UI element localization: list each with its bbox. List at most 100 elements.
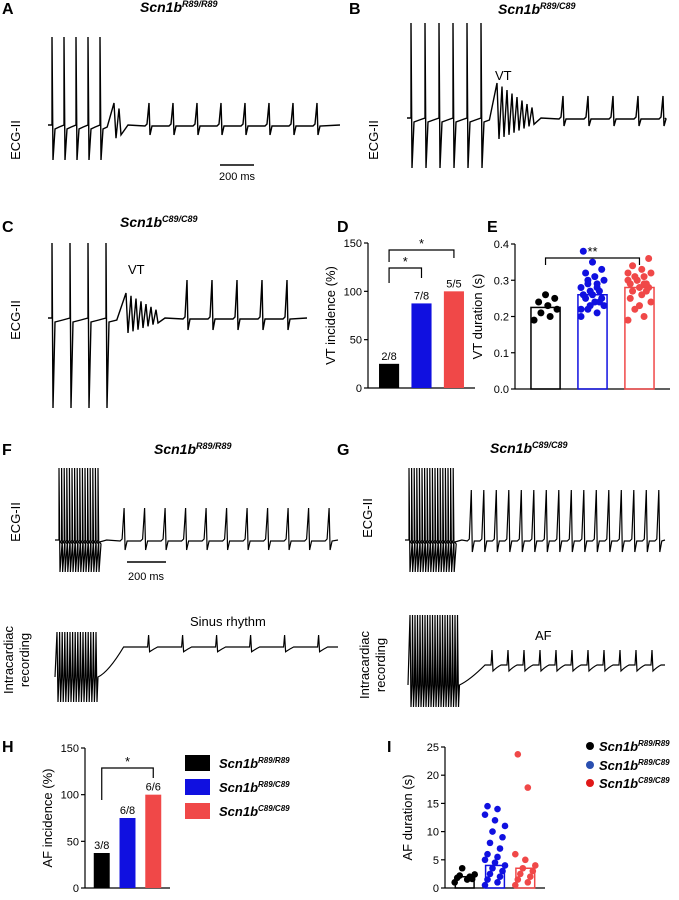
panel-h-chart: 0 50 100 150 AF incidence (%) 3/8 6/8 6/6 * xyxy=(40,743,170,895)
data-point xyxy=(471,871,478,878)
sig-star: * xyxy=(419,236,424,251)
data-point xyxy=(645,255,653,262)
data-point xyxy=(553,305,561,313)
panel-g-label: G xyxy=(337,442,349,459)
bar-label: 5/5 xyxy=(446,278,461,290)
y-tick-label: 50 xyxy=(67,836,79,848)
panel-g-title: Scn1bC89/C89 xyxy=(490,440,568,456)
data-point xyxy=(499,867,506,875)
data-point xyxy=(494,879,501,886)
bar xyxy=(119,818,136,888)
y-tick-label: 100 xyxy=(344,286,362,298)
bar xyxy=(411,303,432,388)
data-point xyxy=(629,287,637,295)
data-point xyxy=(481,881,489,889)
panel-b-title: Scn1bR89/C89 xyxy=(498,1,576,17)
data-point xyxy=(584,276,592,284)
data-point xyxy=(598,265,606,273)
bar xyxy=(93,853,110,888)
bar xyxy=(443,291,464,388)
data-point xyxy=(537,309,545,317)
panel-i-label: I xyxy=(387,739,391,756)
panel-f-ecg-trace xyxy=(55,467,339,573)
panel-f-ylabel-intra-1: Intracardiac xyxy=(1,626,16,694)
bar xyxy=(379,363,400,388)
data-point xyxy=(579,247,587,255)
data-point xyxy=(514,751,522,758)
panel-g-ecg-trace xyxy=(405,467,666,573)
data-point xyxy=(458,864,466,872)
data-point xyxy=(524,879,532,886)
data-point xyxy=(514,876,522,883)
data-point xyxy=(624,316,632,324)
legend-i-label-r89c89: Scn1bR89/C89 xyxy=(599,758,670,773)
data-point xyxy=(499,833,506,841)
panel-f-annot: Sinus rhythm xyxy=(190,614,266,629)
sig-star: * xyxy=(125,754,130,769)
panel-c-title: Scn1bC89/C89 xyxy=(120,214,198,230)
data-point xyxy=(640,273,648,281)
panel-d-label: D xyxy=(337,219,349,236)
data-point xyxy=(481,811,489,818)
panel-b-vt-label: VT xyxy=(495,68,512,83)
panel-e-label: E xyxy=(487,219,498,236)
data-point xyxy=(491,859,499,866)
y-tick-label: 5 xyxy=(433,855,439,867)
data-point xyxy=(586,287,594,295)
legend-swatch-r89c89 xyxy=(185,779,210,795)
legend-i-dot-r89c89 xyxy=(586,761,594,769)
data-point xyxy=(494,805,501,813)
data-point xyxy=(532,862,539,869)
y-tick-label: 0.2 xyxy=(494,312,509,324)
data-point xyxy=(484,802,491,810)
data-point xyxy=(544,302,552,310)
data-point xyxy=(530,316,538,324)
panel-c-vt-label: VT xyxy=(128,262,145,277)
data-point xyxy=(577,284,585,291)
data-point xyxy=(484,850,491,858)
data-point xyxy=(522,856,529,864)
data-point xyxy=(489,864,496,872)
data-point xyxy=(579,291,587,299)
legend: Scn1bR89/R89 Scn1bR89/C89 Scn1bC89/C89 xyxy=(185,755,290,819)
data-point xyxy=(577,305,585,313)
data-point xyxy=(496,873,504,881)
y-tick-label: 150 xyxy=(61,743,79,755)
panel-i-chart: 0 5 10 15 20 25 AF duration (s) xyxy=(400,742,545,895)
legend-i: Scn1bR89/R89 Scn1bR89/C89 Scn1bC89/C89 xyxy=(586,739,670,791)
panel-a-ecg-trace xyxy=(48,36,341,161)
data-point xyxy=(512,881,519,889)
y-tick-label: 0.0 xyxy=(494,384,509,396)
panel-f-ylabel-ecg: ECG-II xyxy=(8,502,23,542)
y-axis-label: VT incidence (%) xyxy=(323,266,338,365)
y-tick-label: 20 xyxy=(427,770,439,782)
y-tick-label: 15 xyxy=(427,798,439,810)
panel-e-chart: 0.0 0.1 0.2 0.3 0.4 VT duration (s) ** xyxy=(470,239,670,396)
data-point xyxy=(542,291,550,299)
bar-label: 6/8 xyxy=(120,805,135,817)
sig-star: ** xyxy=(587,244,597,259)
legend-swatch-c89c89 xyxy=(185,803,210,819)
panel-c-ylabel: ECG-II xyxy=(8,300,23,340)
data-point xyxy=(501,862,509,869)
legend-i-dot-r89r89 xyxy=(586,742,594,750)
sig-bracket xyxy=(544,257,641,265)
y-tick-label: 0.3 xyxy=(494,275,509,287)
data-point xyxy=(501,822,509,830)
y-axis-label: AF duration (s) xyxy=(400,775,415,861)
panel-a-title: Scn1bR89/R89 xyxy=(140,0,218,15)
data-point xyxy=(494,853,501,861)
data-point xyxy=(626,294,634,302)
panel-b-label: B xyxy=(349,1,361,18)
data-point xyxy=(595,298,603,306)
data-point xyxy=(591,273,599,281)
data-point xyxy=(489,828,496,835)
panel-c-label: C xyxy=(2,219,14,236)
data-point xyxy=(517,870,524,878)
y-axis-label: VT duration (s) xyxy=(470,274,485,360)
data-point xyxy=(629,262,637,270)
panel-h-label: H xyxy=(2,739,14,756)
data-point xyxy=(484,876,491,883)
sig-star: * xyxy=(403,254,408,269)
legend-swatch-r89r89 xyxy=(185,755,210,771)
